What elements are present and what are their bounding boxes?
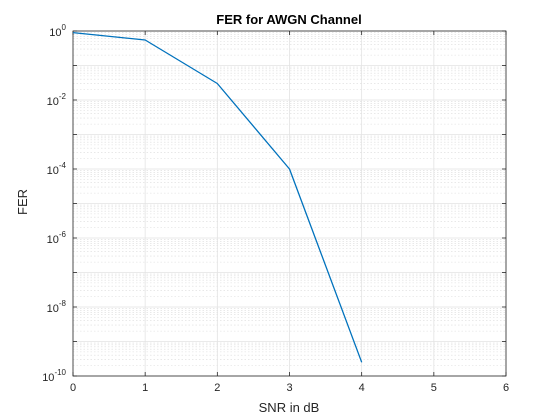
chart-title: FER for AWGN Channel (216, 12, 361, 27)
y-tick-label: 10-10 (42, 368, 66, 384)
x-tick-label: 2 (214, 382, 220, 394)
y-tick-label: 10-6 (47, 230, 67, 246)
y-tick-label: 10-4 (47, 161, 67, 177)
x-tick-label: 0 (70, 382, 76, 394)
y-tick-label: 10-2 (47, 92, 67, 108)
x-tick-label: 4 (359, 382, 365, 394)
axis-ticks: 0 1 2 3 4 5 6 100 10-2 10-4 10-6 10-8 10-10 (42, 23, 509, 394)
x-axis-label: SNR in dB (259, 400, 320, 415)
y-tick-label: 10-8 (47, 299, 67, 315)
series-line-1 (72, 31, 363, 363)
y-tick-label: 100 (49, 23, 66, 39)
x-tick-label: 3 (286, 382, 292, 394)
grid (72, 30, 507, 377)
y-axis-label: FER (15, 189, 30, 215)
series-layer (72, 31, 363, 363)
x-tick-label: 5 (431, 382, 437, 394)
x-tick-label: 6 (503, 382, 509, 394)
x-tick-label: 1 (142, 382, 148, 394)
